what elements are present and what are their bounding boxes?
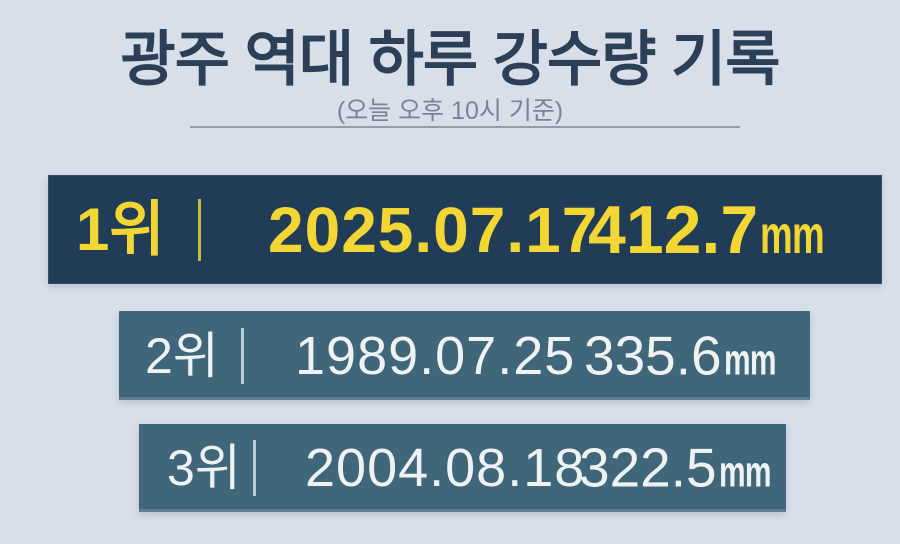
record-date: 2004.08.18 (305, 438, 586, 498)
amount-unit: mm (760, 204, 825, 265)
amount-value: 322.5 (579, 436, 717, 499)
record-date: 1989.07.25 (295, 325, 576, 386)
rank-divider (241, 327, 244, 384)
title-underline (190, 126, 740, 128)
rank-divider (253, 440, 256, 496)
amount-unit: mm (723, 335, 777, 384)
page-title: 광주 역대 하루 강수량 기록 (120, 26, 781, 93)
amount-value: 335.6 (584, 324, 722, 386)
rank-label: 2위 (145, 327, 219, 384)
record-amount: 322.5 mm (579, 436, 795, 499)
rank-label: 3위 (167, 440, 241, 496)
record-row-rank1: 1위 2025.07.17 412.7 mm (48, 175, 882, 284)
record-row-rank2: 2위 1989.07.25 335.6 mm (119, 311, 810, 400)
page-subtitle: (오늘 오후 10시 기준) (336, 97, 564, 125)
rank-divider (198, 198, 201, 261)
record-amount: 335.6 mm (584, 328, 800, 383)
amount-value: 412.7 (588, 191, 759, 268)
record-date: 2025.07.17 (268, 193, 599, 266)
rank-label: 1위 (76, 195, 165, 263)
record-amount: 412.7 mm (588, 196, 854, 264)
amount-unit: mm (718, 447, 772, 497)
record-row-rank3: 3위 2004.08.18 322.5 mm (139, 424, 786, 512)
